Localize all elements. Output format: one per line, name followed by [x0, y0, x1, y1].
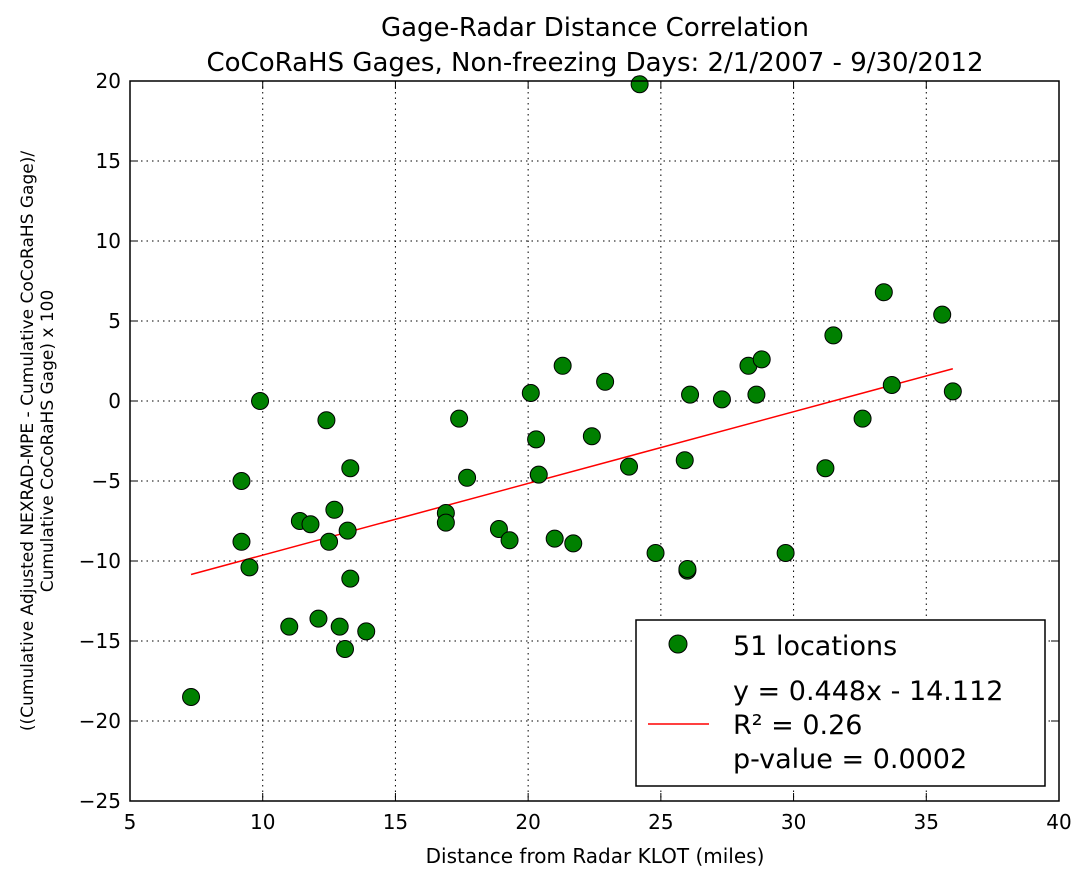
x-tick-label: 35	[914, 810, 939, 834]
y-axis-label: ((Cumulative Adjusted NEXRAD-MPE - Cumul…	[18, 151, 58, 731]
y-axis-label-line-1: ((Cumulative Adjusted NEXRAD-MPE - Cumul…	[18, 151, 38, 731]
x-tick-label: 10	[250, 810, 275, 834]
data-point	[564, 534, 583, 553]
data-point	[335, 640, 354, 658]
data-point	[596, 372, 615, 391]
points-layer	[182, 75, 962, 706]
legend-label-points: 51 locations	[733, 631, 897, 662]
x-tick-label: 25	[648, 810, 673, 834]
data-point	[521, 384, 540, 402]
data-point	[646, 544, 665, 562]
data-point	[678, 560, 697, 578]
x-axis-label: Distance from Radar KLOT (miles)	[426, 844, 765, 868]
data-point	[309, 609, 328, 628]
chart-title: Gage-Radar Distance Correlation	[381, 13, 809, 43]
y-tick-label: −20	[79, 709, 121, 733]
data-point	[330, 617, 349, 636]
data-point	[240, 558, 259, 577]
data-point	[545, 529, 564, 548]
data-point	[500, 531, 519, 550]
y-tick-label: 10	[96, 229, 121, 253]
data-point	[317, 411, 336, 430]
data-point	[325, 500, 344, 519]
data-point	[824, 326, 843, 345]
y-tick-label: −5	[92, 469, 121, 493]
data-point	[320, 532, 339, 551]
y-tick-label: 0	[108, 389, 121, 413]
x-tick-label: 5	[124, 810, 137, 834]
legend-box	[635, 619, 1046, 787]
legend-label-p-value: p-value = 0.0002	[733, 744, 967, 775]
data-point	[357, 622, 376, 641]
data-point	[882, 376, 901, 394]
data-point	[450, 409, 469, 428]
y-tick-label: 20	[96, 69, 121, 93]
data-point	[853, 409, 872, 428]
data-point	[301, 515, 320, 534]
y-tick-label: 15	[96, 149, 121, 173]
data-point	[280, 617, 299, 636]
legend-label-equation: y = 0.448x - 14.112	[733, 676, 1003, 707]
data-point	[489, 520, 508, 538]
legend-marker-points	[668, 634, 688, 654]
data-point	[874, 283, 893, 302]
x-tick-label: 30	[781, 810, 806, 834]
data-point	[232, 532, 251, 551]
data-point	[630, 75, 649, 94]
data-point	[458, 468, 477, 487]
data-point	[553, 356, 572, 375]
data-point	[251, 392, 270, 410]
data-point	[681, 385, 700, 404]
data-point	[712, 390, 731, 409]
x-tick-label: 20	[515, 810, 540, 834]
plot-frame	[129, 80, 1060, 802]
fit-line-layer	[190, 368, 954, 576]
data-point	[529, 465, 548, 484]
data-point	[582, 427, 601, 446]
data-point	[338, 521, 357, 540]
data-point	[943, 382, 962, 401]
legend-label-r-squared: R² = 0.26	[733, 710, 863, 741]
y-tick-label: −25	[79, 789, 121, 813]
data-point	[232, 472, 251, 490]
data-point	[341, 459, 360, 478]
y-tick-labels: 20 15 10 5 0 −5 −10 −15 −20 −25	[79, 69, 121, 813]
data-point	[675, 451, 694, 470]
y-axis-label-line-2: Cumulative CoCoRaHS Gage) x 100	[38, 290, 58, 593]
regression-line	[190, 368, 954, 576]
data-point	[752, 350, 771, 369]
data-point	[747, 385, 766, 404]
data-point	[341, 569, 360, 588]
data-point	[436, 513, 455, 532]
y-tick-label: −10	[79, 549, 121, 573]
data-point	[182, 688, 201, 706]
data-point	[816, 459, 835, 478]
x-tick-label: 15	[383, 810, 408, 834]
y-tick-label: −15	[79, 629, 121, 653]
chart-subtitle: CoCoRaHS Gages, Non-freezing Days: 2/1/2…	[206, 48, 983, 78]
x-tick-label: 40	[1046, 810, 1071, 834]
data-point	[527, 430, 546, 449]
data-point	[933, 305, 952, 324]
data-point	[776, 544, 795, 562]
data-point	[620, 457, 639, 476]
y-tick-label: 5	[108, 309, 121, 333]
x-tick-labels: 5 10 15 20 25 30 35 40	[124, 810, 1072, 834]
legend: 51 locations y = 0.448x - 14.112 R² = 0.…	[635, 619, 1046, 787]
